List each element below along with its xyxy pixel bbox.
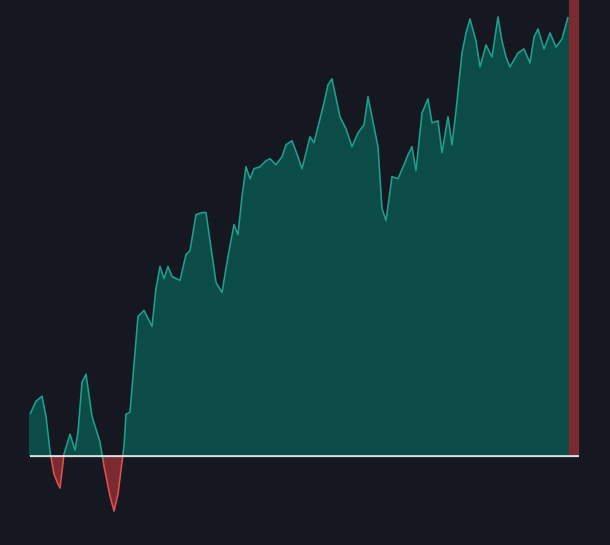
negative-series-line-1	[50, 454, 65, 489]
positive-series-line-4	[122, 16, 569, 455]
negative-series-line-3	[102, 454, 124, 512]
positive-series-line-0	[29, 395, 52, 458]
positive-series-line-2	[63, 373, 104, 461]
